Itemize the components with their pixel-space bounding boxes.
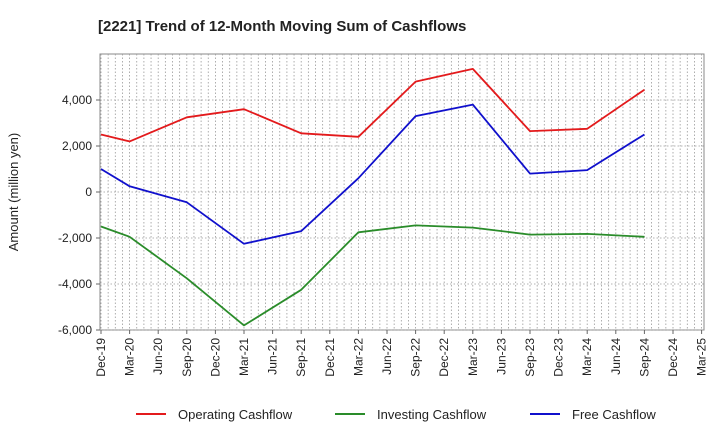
y-tick-label: -2,000 (58, 231, 92, 245)
x-tick-label: Dec-22 (437, 338, 451, 377)
x-tick-label: Dec-24 (666, 338, 680, 377)
series-line-1 (100, 68, 645, 143)
x-tick-label: Jun-20 (151, 338, 165, 375)
x-tick-label: Jun-22 (380, 338, 394, 375)
x-tick-label: Sep-24 (637, 338, 651, 377)
series-line-2 (100, 224, 645, 327)
y-tick-label: -6,000 (58, 323, 92, 337)
x-tick-label: Mar-23 (466, 338, 480, 376)
x-tick-label: Jun-24 (609, 338, 623, 375)
legend: Operating Cashflow Investing Cashflow Free… (136, 407, 656, 422)
series-lines (100, 68, 645, 327)
x-tick-label: Mar-24 (580, 338, 594, 376)
y-tick-label: 2,000 (62, 139, 92, 153)
x-tick-label: Jun-23 (494, 338, 508, 375)
x-tick-label: Mar-21 (237, 338, 251, 376)
series-line-3 (100, 103, 645, 245)
x-tick-label: Dec-19 (94, 338, 108, 377)
x-tick-label: Mar-22 (351, 338, 365, 376)
y-tick-labels: -6,000 -4,000 -2,000 0 2,000 4,000 (58, 93, 92, 337)
legend-label: Free Cashflow (572, 407, 656, 422)
legend-label: Operating Cashflow (178, 407, 293, 422)
y-tick-label: 4,000 (62, 93, 92, 107)
x-tick-labels: Dec-19 Mar-20 Jun-20 Sep-20 Dec-20 Mar-21 Jun-… (94, 330, 709, 377)
legend-label: Investing Cashflow (377, 407, 487, 422)
x-tick-label: Sep-23 (523, 338, 537, 377)
x-tick-label: Sep-22 (409, 338, 423, 377)
y-axis-label: Amount (million yen) (6, 133, 21, 252)
y-tick-label: 0 (85, 185, 92, 199)
chart-title: [2221] Trend of 12-Month Moving Sum of C… (98, 18, 466, 35)
x-tick-label: Sep-21 (294, 338, 308, 377)
x-tick-label: Dec-23 (552, 338, 566, 377)
x-tick-label: Jun-21 (266, 338, 280, 375)
x-tick-label: Mar-25 (695, 338, 709, 376)
x-tick-label: Dec-21 (323, 338, 337, 377)
horizontal-gridlines (96, 99, 704, 331)
x-tick-label: Dec-20 (208, 338, 222, 377)
y-tick-label: -4,000 (58, 277, 92, 291)
x-tick-label: Mar-20 (123, 338, 137, 376)
x-tick-label: Sep-20 (180, 338, 194, 377)
